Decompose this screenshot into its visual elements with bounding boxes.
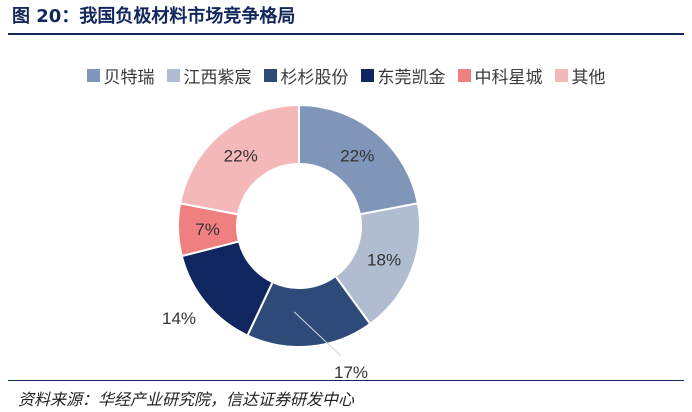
source-rule xyxy=(8,380,684,381)
slice-label-5: 22% xyxy=(224,146,258,165)
legend-item-3: 东莞凯金 xyxy=(360,63,446,88)
slice-label-0: 22% xyxy=(340,146,374,165)
legend-label-0: 贝特瑞 xyxy=(103,67,155,88)
legend-swatch-0 xyxy=(86,68,100,82)
slice-label-4: 7% xyxy=(195,220,220,239)
donut-slice-5 xyxy=(178,103,300,216)
source-note: 资料来源：华经产业研究院，信达证券研发中心 xyxy=(18,390,355,409)
legend-item-0: 贝特瑞 xyxy=(86,63,155,88)
donut-chart: 22% 18% 17% 14% 7% 22% xyxy=(162,103,421,380)
legend-item-4: 中科星城 xyxy=(457,63,543,88)
slice-label-3: 14% xyxy=(162,309,196,328)
chart-legend: 贝特瑞 江西紫宸 杉杉股份 东莞凯金 中科星城 其他 xyxy=(0,62,692,88)
legend-swatch-1 xyxy=(166,68,180,82)
legend-swatch-4 xyxy=(457,68,471,82)
donut-slice-0 xyxy=(298,103,420,216)
legend-label-2: 杉杉股份 xyxy=(280,67,349,88)
leader-line-2 xyxy=(293,311,342,357)
slice-label-2: 17% xyxy=(334,363,368,380)
legend-swatch-3 xyxy=(360,68,374,82)
legend-item-5: 其他 xyxy=(554,63,606,88)
figure-title: 图 20：我国负极材料市场竞争格局 xyxy=(12,6,296,27)
legend-item-1: 江西紫宸 xyxy=(166,63,252,88)
legend-label-4: 中科星城 xyxy=(474,67,543,88)
legend-label-3: 东莞凯金 xyxy=(377,67,446,88)
legend-item-2: 杉杉股份 xyxy=(263,63,349,88)
legend-swatch-2 xyxy=(263,68,277,82)
legend-label-1: 江西紫宸 xyxy=(183,67,252,88)
legend-label-5: 其他 xyxy=(571,67,606,88)
legend-swatch-5 xyxy=(554,68,568,82)
slice-label-1: 18% xyxy=(367,251,401,270)
title-rule xyxy=(8,33,684,35)
